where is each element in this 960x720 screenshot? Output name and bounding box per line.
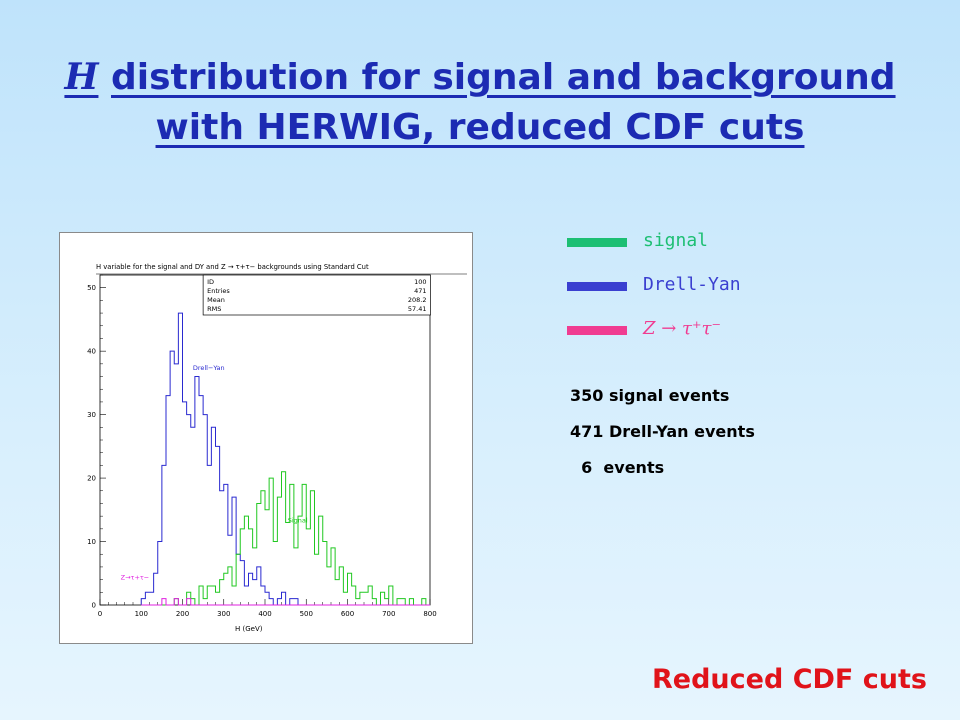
title-line-1: H distribution for signal and background xyxy=(30,52,930,103)
x-tick-label: 800 xyxy=(423,610,436,618)
stats-key: RMS xyxy=(207,305,221,313)
title-text-1: distribution for signal and background xyxy=(111,57,896,98)
y-tick-label: 30 xyxy=(87,411,96,419)
count-ztautau-label: events xyxy=(603,458,665,477)
y-tick-label: 50 xyxy=(87,284,96,292)
annotations: Drell−Yan Signal Z→τ+τ− xyxy=(121,364,308,581)
stats-box-border xyxy=(202,274,431,316)
y-tick-label: 40 xyxy=(87,348,96,356)
stats-key: ID xyxy=(207,278,214,286)
stats-value: 57.41 xyxy=(408,305,427,313)
legend-label-ztautau: Z → τ⁺τ⁻ xyxy=(643,318,721,339)
event-counts: 350 signal events 471 Drell-Yan events 6… xyxy=(570,386,755,494)
legend-label-signal: signal xyxy=(643,230,709,251)
annotation: Z→τ+τ− xyxy=(121,574,150,582)
series-2-line xyxy=(141,598,430,606)
stats-box: ID 100 Entries 471 Mean 208.2 RMS 57.41 xyxy=(202,274,431,316)
legend-item-drell-yan: Drell-Yan xyxy=(567,272,827,300)
stats-value: 100 xyxy=(414,278,426,286)
count-signal: 350 xyxy=(570,386,604,405)
title-line-2: with HERWIG, reduced CDF cuts xyxy=(30,103,930,153)
x-tick-label: 0 xyxy=(98,610,102,618)
x-tick-label: 300 xyxy=(217,610,230,618)
legend-swatch-signal xyxy=(567,238,627,247)
x-axis-label: H (GeV) xyxy=(235,625,263,633)
stats-value: 471 xyxy=(414,287,426,295)
count-drell-yan-label: Drell-Yan events xyxy=(608,422,755,441)
histogram-chart: H variable for the signal and DY and Z →… xyxy=(87,263,467,633)
legend-item-ztautau: Z → τ⁺τ⁻ xyxy=(567,316,827,344)
slide-title: H distribution for signal and background… xyxy=(30,52,930,153)
x-tick-label: 100 xyxy=(135,610,148,618)
title-text-2: with HERWIG, reduced CDF cuts xyxy=(155,107,805,148)
stats-value: 208.2 xyxy=(408,296,427,304)
stats-key: Entries xyxy=(207,287,230,295)
y-tick-label: 10 xyxy=(87,538,96,546)
annotation: Drell−Yan xyxy=(193,364,225,372)
series-1-line xyxy=(141,471,430,606)
legend-label-drell-yan: Drell-Yan xyxy=(643,274,741,295)
x-tick-label: 500 xyxy=(300,610,313,618)
footer-note: Reduced CDF cuts xyxy=(652,664,927,695)
stats-key: Mean xyxy=(207,296,225,304)
legend-swatch-ztautau xyxy=(567,326,627,335)
annotation: Signal xyxy=(288,517,308,525)
y-tick-label: 20 xyxy=(87,475,96,483)
x-tick-label: 200 xyxy=(176,610,189,618)
histogram-frame: H variable for the signal and DY and Z →… xyxy=(59,232,473,644)
count-row-drell-yan: 471 Drell-Yan events xyxy=(570,422,755,458)
h-symbol: H xyxy=(64,56,99,98)
x-tick-label: 700 xyxy=(382,610,395,618)
count-drell-yan: 471 xyxy=(570,422,604,441)
count-signal-label: signal events xyxy=(608,386,730,405)
histogram-series xyxy=(140,312,430,606)
x-tick-label: 400 xyxy=(258,610,271,618)
legend-swatch-drell-yan xyxy=(567,282,627,291)
count-row-ztautau: 6 events xyxy=(570,458,755,494)
count-row-signal: 350 signal events xyxy=(570,386,755,422)
count-ztautau: 6 xyxy=(581,458,593,477)
legend-item-signal: signal xyxy=(567,228,827,256)
chart-title: H variable for the signal and DY and Z →… xyxy=(96,263,369,271)
y-tick-label: 0 xyxy=(92,602,96,610)
plot-area xyxy=(99,274,431,606)
x-tick-label: 600 xyxy=(341,610,354,618)
